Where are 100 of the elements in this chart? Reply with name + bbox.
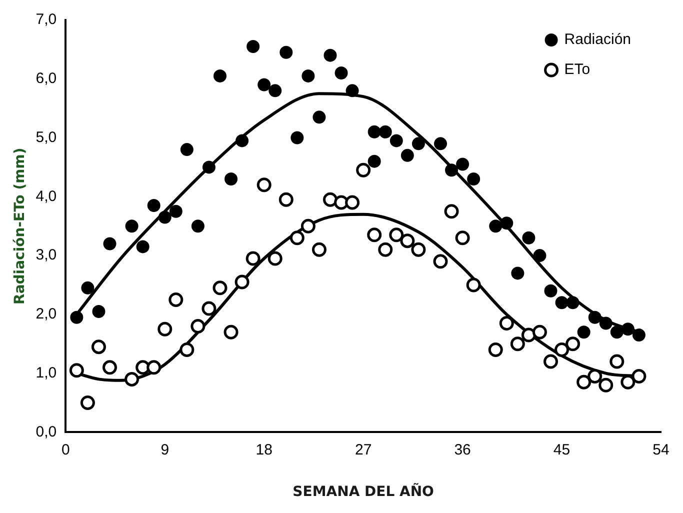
point: [334, 66, 348, 80]
y-tick-label: 1,0: [36, 364, 57, 382]
point: [180, 143, 194, 156]
point: [533, 249, 546, 262]
point: [180, 342, 194, 358]
point: [466, 278, 481, 292]
y-tick-label: 7,0: [36, 11, 57, 28]
point: [158, 322, 172, 336]
point: [566, 336, 580, 352]
legend-label: Radiación: [564, 31, 632, 48]
point: [214, 69, 226, 82]
point: [368, 125, 381, 138]
point: [411, 242, 426, 257]
point: [367, 228, 382, 242]
point: [256, 178, 272, 192]
point: [499, 316, 514, 331]
point: [632, 369, 646, 384]
point: [544, 284, 558, 298]
point: [599, 316, 612, 330]
point: [346, 84, 359, 98]
point: [268, 84, 282, 98]
point: [212, 280, 228, 296]
point: [103, 237, 116, 250]
point: [190, 318, 206, 334]
point: [510, 336, 525, 352]
point: [102, 360, 117, 375]
point: [445, 164, 458, 177]
point: [125, 220, 138, 233]
point: [368, 154, 381, 168]
point: [290, 131, 304, 144]
point: [246, 40, 260, 53]
point: [610, 354, 624, 369]
point: [434, 137, 447, 150]
point: [356, 162, 371, 178]
point: [532, 324, 547, 340]
point: [236, 134, 249, 148]
point: [544, 354, 558, 369]
x-tick-label: 54: [652, 441, 670, 458]
point: [378, 242, 393, 257]
point: [69, 363, 84, 378]
point: [191, 220, 204, 233]
x-tick-label: 27: [354, 441, 372, 458]
x-tick-label: 36: [454, 441, 471, 458]
point: [598, 378, 614, 392]
point: [234, 274, 250, 290]
point: [467, 172, 480, 186]
point: [577, 326, 590, 339]
point: [202, 301, 216, 316]
point: [91, 340, 106, 354]
y-axis-title: Radiación-ETo (mm): [12, 148, 28, 304]
point: [280, 46, 293, 59]
point: [224, 324, 238, 340]
point: [378, 125, 392, 138]
point: [136, 240, 150, 254]
point: [488, 342, 503, 358]
point: [224, 172, 238, 186]
point: [390, 134, 403, 148]
point: [400, 234, 415, 248]
point: [323, 192, 338, 207]
point: [433, 254, 448, 269]
y-tick-label: 6,0: [36, 70, 57, 88]
point: [158, 210, 172, 224]
point: [312, 110, 326, 124]
y-tick-label: 3,0: [36, 246, 57, 264]
point: [202, 160, 216, 174]
point: [621, 322, 634, 336]
x-tick-label: 45: [553, 441, 570, 458]
point: [576, 374, 592, 390]
point: [588, 310, 602, 324]
point: [444, 204, 459, 219]
y-tick-label: 4,0: [36, 188, 57, 205]
point: [511, 266, 524, 280]
y-tick-label: 0,0: [36, 423, 57, 440]
point: [345, 195, 360, 210]
point: [522, 231, 536, 244]
point: [610, 326, 624, 339]
point: [620, 374, 636, 390]
point: [324, 48, 337, 62]
x-axis-title: SEMANA DEL AÑO: [292, 483, 434, 500]
point: [80, 396, 95, 410]
x-tick-label: 18: [256, 441, 272, 458]
point: [400, 148, 414, 162]
point: [124, 372, 140, 386]
x-tick-label: 0: [61, 441, 70, 458]
point: [632, 328, 646, 342]
y-tick-label: 2,0: [36, 306, 57, 323]
point: [246, 251, 260, 266]
point: [456, 158, 470, 171]
point: [268, 251, 282, 266]
point: [389, 228, 404, 242]
x-tick-label: 9: [160, 441, 170, 458]
point: [146, 360, 162, 375]
point: [169, 204, 182, 218]
point: [290, 230, 304, 246]
point: [168, 292, 184, 307]
point: [258, 78, 271, 92]
point: [500, 216, 514, 230]
point: [147, 198, 160, 212]
legend-label: ETo: [564, 61, 590, 78]
point: [554, 342, 570, 358]
